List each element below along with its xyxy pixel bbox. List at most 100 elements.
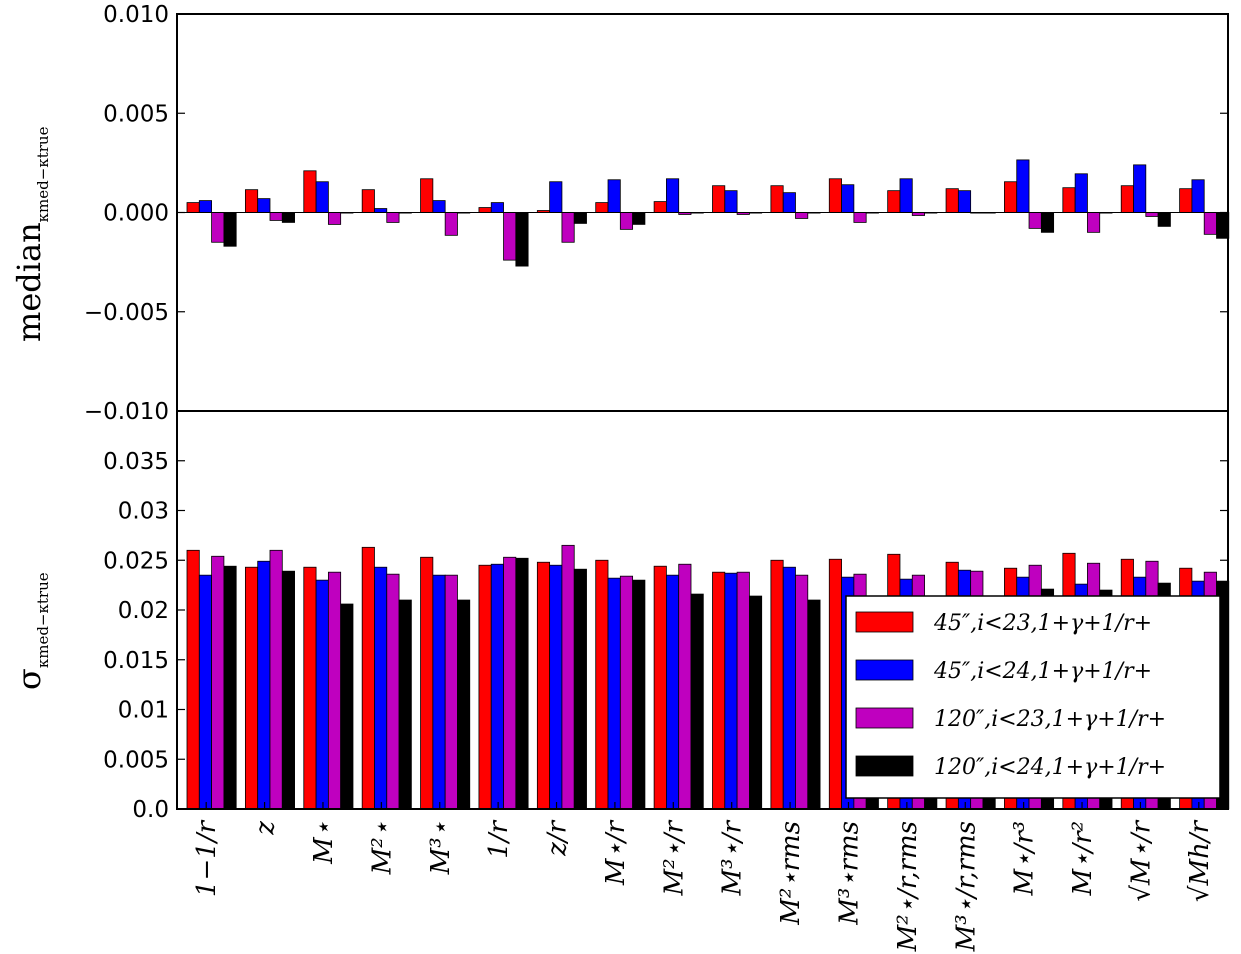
bar-1-5 — [420, 178, 434, 213]
x-tick-label-15: M⋆/r³ — [1010, 821, 1040, 897]
x-tick-label-14: M³⋆/r,rms — [951, 821, 981, 952]
y-tick-label-3: 0.01 — [118, 698, 169, 724]
bar-1-2 — [244, 189, 259, 213]
bar-2-12 — [841, 184, 855, 213]
bar-3-8 — [619, 575, 634, 810]
bar-4-7 — [573, 568, 587, 810]
bar-1-9 — [653, 201, 667, 213]
bar-2-1 — [198, 200, 213, 213]
legend-label-1: 45″,i<23,1+γ+1/r+ — [933, 611, 1152, 636]
bar-3-11 — [795, 574, 809, 810]
x-tick-label-9: M²⋆/r — [659, 819, 689, 896]
x-tick-label-10: M³⋆/r — [718, 819, 748, 896]
y-tick-label-1: −0.010 — [84, 399, 169, 425]
y-tick-label-4: 0.005 — [103, 101, 169, 127]
bar-3-7 — [561, 544, 575, 810]
bar-1-6 — [478, 207, 492, 213]
bar-3-17 — [1145, 212, 1159, 217]
bottom-y-axis-label: σκmed−κtrue — [10, 572, 52, 690]
y-tick-label-7: 0.03 — [118, 499, 169, 525]
x-tick-label-4: M²⋆ — [367, 821, 397, 875]
bar-2-4 — [374, 208, 388, 213]
bar-3-2 — [269, 212, 283, 221]
legend-swatch-1 — [855, 611, 914, 633]
bar-4-1 — [223, 565, 237, 810]
x-tick-label-7: z/r — [543, 819, 573, 856]
bar-4-2 — [281, 570, 295, 810]
bar-1-14 — [945, 188, 959, 213]
y-tick-label-8: 0.035 — [103, 449, 169, 475]
bar-3-6 — [503, 212, 517, 261]
top-panel-bars — [186, 159, 1230, 267]
bar-1-8 — [595, 559, 609, 810]
legend: 45″,i<23,1+γ+1/r+ 45″,i<24,1+γ+1/r+ 120″,i… — [845, 595, 1221, 799]
bar-1-17 — [1120, 185, 1134, 213]
bar-1-4 — [361, 189, 375, 213]
bar-2-7 — [549, 181, 563, 213]
bar-3-6 — [503, 556, 517, 810]
bar-3-18 — [1203, 212, 1217, 235]
bar-1-9 — [653, 565, 667, 810]
legend-label-4: 120″,i<24,1+γ+1/r+ — [934, 755, 1166, 780]
bar-1-3 — [303, 566, 317, 810]
bar-3-11 — [795, 212, 809, 219]
bar-2-9 — [666, 178, 680, 213]
x-tick-label-16: M⋆/r² — [1068, 821, 1098, 897]
bar-4-9 — [690, 593, 704, 810]
bar-1-13 — [887, 190, 901, 213]
x-tick-label-6: 1/r — [484, 819, 514, 858]
bar-3-2 — [269, 549, 283, 810]
bar-4-8 — [632, 212, 646, 225]
bar-3-5 — [444, 212, 458, 236]
x-tick-label-5: M³⋆ — [426, 821, 456, 875]
top-y-ticks: −0.010 −0.005 0.000 0.005 0.010 — [84, 2, 1228, 425]
bar-4-8 — [632, 579, 646, 810]
bar-2-8 — [607, 179, 621, 213]
top-y-axis-label: medianκmed−κtrue — [10, 126, 52, 342]
bar-2-6 — [490, 563, 504, 810]
bar-2-8 — [607, 577, 621, 810]
legend-swatch-3 — [855, 707, 914, 729]
bar-1-2 — [244, 566, 259, 810]
y-tick-label-1: 0.0 — [132, 797, 169, 823]
bar-2-15 — [1016, 159, 1030, 213]
bar-4-3 — [340, 603, 354, 810]
bar-1-1 — [186, 549, 200, 810]
legend-swatch-4 — [855, 755, 914, 777]
bar-2-4 — [374, 566, 388, 810]
bar-1-1 — [186, 202, 200, 213]
bar-3-7 — [561, 212, 575, 243]
bar-1-15 — [1004, 181, 1018, 213]
bar-1-11 — [770, 559, 784, 810]
bar-4-2 — [281, 212, 295, 223]
bar-2-17 — [1133, 164, 1147, 213]
bar-1-3 — [303, 170, 317, 213]
bar-2-10 — [724, 190, 738, 213]
bar-3-4 — [386, 212, 400, 223]
bar-4-11 — [807, 599, 821, 810]
legend-label-3: 120″,i<23,1+γ+1/r+ — [934, 707, 1166, 732]
bar-2-18 — [1191, 179, 1205, 213]
x-tick-label-18: √Mh/r — [1185, 819, 1215, 902]
bar-4-17 — [1157, 212, 1171, 227]
bar-2-2 — [257, 560, 271, 810]
bar-2-10 — [724, 572, 738, 810]
bar-3-1 — [211, 555, 225, 810]
legend-swatch-2 — [855, 659, 914, 681]
bar-4-5 — [457, 599, 471, 810]
bar-2-9 — [666, 574, 680, 810]
bar-2-3 — [315, 579, 329, 810]
legend-label-2: 45″,i<24,1+γ+1/r+ — [933, 659, 1152, 684]
bar-4-6 — [515, 557, 529, 810]
bar-1-16 — [1062, 187, 1076, 213]
x-tick-label-13: M²⋆/r,rms — [893, 821, 923, 952]
y-tick-label-5: 0.010 — [103, 2, 169, 28]
bar-4-7 — [573, 212, 587, 224]
x-tick-label-12: M³⋆rms — [835, 821, 865, 926]
bar-3-5 — [444, 574, 458, 810]
x-tick-label-17: √M⋆/r — [1126, 819, 1156, 901]
bar-1-12 — [828, 178, 842, 213]
bar-2-11 — [782, 566, 796, 810]
bar-4-10 — [749, 595, 763, 810]
bar-1-10 — [712, 571, 726, 810]
